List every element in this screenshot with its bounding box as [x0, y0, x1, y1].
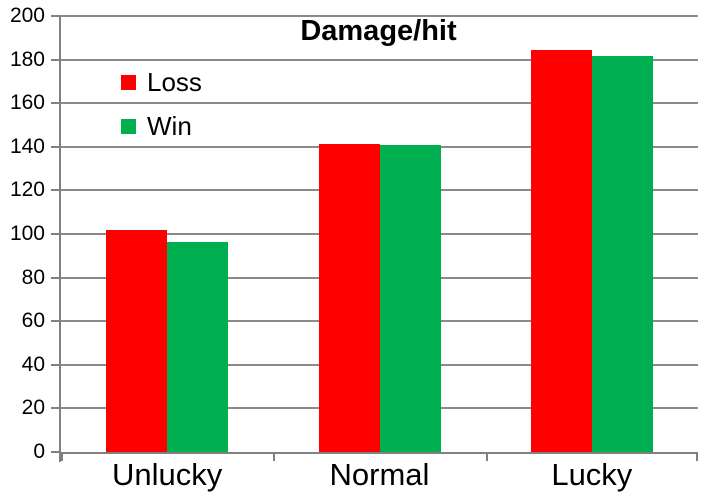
- x-axis-category-label: Lucky: [551, 457, 633, 492]
- y-tick-mark: [51, 277, 59, 279]
- y-tick-mark: [51, 364, 59, 366]
- x-tick-mark: [696, 452, 698, 461]
- gridline: [59, 59, 698, 61]
- x-tick-mark: [273, 452, 275, 461]
- bar-loss-unlucky: [106, 230, 167, 452]
- loss-color-swatch: [121, 75, 136, 90]
- y-tick-mark: [51, 233, 59, 235]
- x-tick-mark: [61, 452, 63, 461]
- y-tick-mark: [51, 15, 59, 17]
- y-axis-tick-label: 140: [9, 135, 45, 158]
- y-tick-mark: [51, 189, 59, 191]
- y-axis-tick-label: 0: [33, 440, 45, 463]
- legend-item-win: Win: [121, 111, 202, 142]
- x-axis-line: [59, 452, 698, 454]
- y-axis-line: [59, 16, 61, 462]
- win-color-swatch: [121, 119, 136, 134]
- y-axis-tick-label: 160: [9, 91, 45, 114]
- y-axis-tick-label: 80: [21, 266, 45, 289]
- bar-win-normal: [380, 145, 441, 452]
- legend-win-label: Win: [147, 111, 192, 141]
- bar-win-unlucky: [167, 242, 228, 452]
- y-axis-tick-label: 40: [21, 353, 45, 376]
- chart-title: Damage/hit: [300, 15, 457, 47]
- y-tick-mark: [51, 407, 59, 409]
- gridline: [59, 15, 698, 17]
- bar-loss-normal: [319, 144, 380, 452]
- y-axis-tick-label: 20: [21, 396, 45, 419]
- legend-loss-label: Loss: [147, 67, 202, 97]
- x-tick-mark: [486, 452, 488, 461]
- y-tick-mark: [51, 102, 59, 104]
- y-axis-tick-label: 200: [9, 4, 45, 27]
- y-axis-tick-label: 100: [9, 222, 45, 245]
- legend-item-loss: Loss: [121, 67, 202, 98]
- x-axis-category-label: Unlucky: [112, 457, 223, 492]
- y-axis-tick-label: 120: [9, 178, 45, 201]
- bar-win-lucky: [592, 56, 653, 452]
- y-tick-mark: [51, 146, 59, 148]
- y-axis-tick-label: 180: [9, 48, 45, 71]
- x-axis-category-label: Normal: [329, 457, 430, 492]
- y-tick-mark: [51, 451, 59, 453]
- y-axis-tick-label: 60: [21, 309, 45, 332]
- y-tick-mark: [51, 320, 59, 322]
- legend: Loss Win: [121, 67, 202, 155]
- bar-loss-lucky: [531, 50, 592, 452]
- y-tick-mark: [51, 59, 59, 61]
- gridline: [59, 102, 698, 104]
